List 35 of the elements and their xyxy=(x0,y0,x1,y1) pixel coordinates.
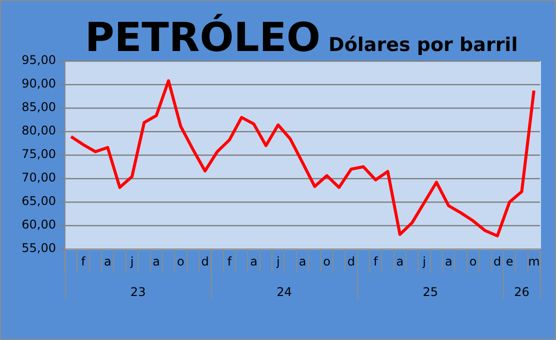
x-tick-label: a xyxy=(152,254,160,268)
y-tick-label: 70,00 xyxy=(22,170,56,185)
x-tick-label: d xyxy=(494,254,502,268)
x-tick-label: o xyxy=(469,254,477,268)
x-tick-label: a xyxy=(104,254,112,268)
x-tick-label: a xyxy=(396,254,404,268)
y-tick-label: 90,00 xyxy=(22,76,56,91)
y-tick-label: 55,00 xyxy=(22,241,56,256)
text: 25 xyxy=(422,285,438,300)
chart-subtitle: Dólares por barril xyxy=(328,34,518,56)
text: 24 xyxy=(276,285,292,300)
chart-title: PETRÓLEO xyxy=(85,15,321,61)
y-tick-label: 75,00 xyxy=(22,147,56,162)
y-tick-label: 60,00 xyxy=(22,218,56,232)
y-tick-label: 80,00 xyxy=(22,124,56,138)
x-tick-label: a xyxy=(444,254,452,268)
x-tick-label: f xyxy=(81,254,86,268)
x-tick-label: o xyxy=(177,254,184,268)
y-tick-label: 65,00 xyxy=(22,194,56,208)
y-tick-label: 95,00 xyxy=(22,53,56,68)
text: 26 xyxy=(514,285,530,300)
x-tick-label: j xyxy=(129,254,134,268)
x-tick-label: j xyxy=(422,254,426,268)
x-tick-label: o xyxy=(323,254,331,268)
x-tick-label: j xyxy=(275,254,280,268)
x-tick-label: d xyxy=(347,254,356,268)
x-tick-label: f xyxy=(373,254,378,268)
x-tick-label: f xyxy=(227,254,232,268)
y-tick-label: 85,00 xyxy=(22,100,56,114)
x-tick-label: d xyxy=(201,254,209,268)
text: 23 xyxy=(130,285,146,300)
x-tick-label: a xyxy=(298,254,306,268)
x-tick-label: a xyxy=(250,254,258,268)
x-tick-label: e xyxy=(506,254,514,268)
x-tick-label: m xyxy=(528,254,540,268)
